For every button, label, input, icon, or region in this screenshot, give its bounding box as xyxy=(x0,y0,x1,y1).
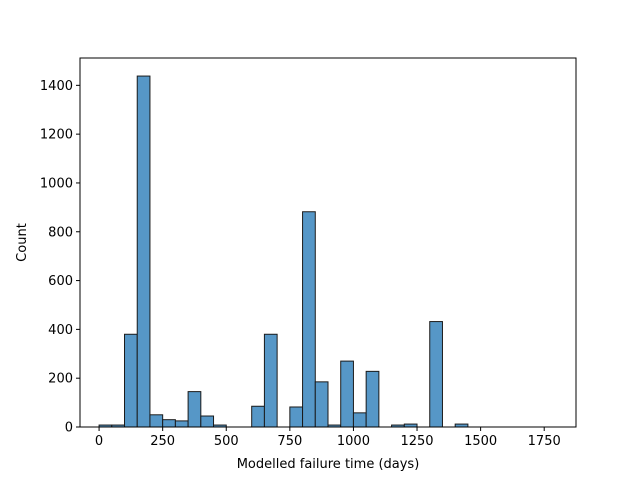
y-tick-label: 200 xyxy=(48,372,73,387)
bars-group xyxy=(98,75,469,428)
y-tick-label: 0 xyxy=(65,421,73,436)
y-tick-label: 1000 xyxy=(40,176,73,191)
y-axis-label: Count xyxy=(15,223,30,262)
histogram-bar xyxy=(302,211,316,428)
x-tick-label: 1750 xyxy=(528,434,561,449)
x-tick-label: 1250 xyxy=(400,434,433,449)
histogram-bar xyxy=(263,333,278,428)
histogram-bar xyxy=(340,360,354,428)
histogram-bar xyxy=(136,75,151,428)
histogram-bar xyxy=(352,412,367,428)
histogram-bar xyxy=(200,415,215,428)
y-tick-label: 400 xyxy=(48,323,73,338)
y-tick-label: 1200 xyxy=(40,128,73,143)
y-tick-label: 1400 xyxy=(40,79,73,94)
x-axis-label: Modelled failure time (days) xyxy=(237,457,420,472)
x-tick-label: 750 xyxy=(277,434,302,449)
histogram-bar xyxy=(149,414,164,428)
y-tick-label: 800 xyxy=(48,225,73,240)
x-tick-label: 0 xyxy=(95,434,103,449)
histogram-bar xyxy=(365,370,380,428)
y-axis-ticks: 0 200 400 600 800 1000 1200 1400 xyxy=(40,79,80,436)
histogram-bar xyxy=(124,333,138,428)
x-axis-ticks: 0 250 500 750 1000 1250 1500 1750 xyxy=(95,427,561,449)
x-tick-label: 1500 xyxy=(464,434,497,449)
histogram-bar xyxy=(314,381,329,428)
histogram-bar xyxy=(429,321,443,428)
histogram-bar xyxy=(162,419,176,428)
histogram-bar xyxy=(187,391,202,428)
histogram-bar xyxy=(174,420,189,428)
histogram-bar xyxy=(289,406,304,428)
x-tick-label: 250 xyxy=(150,434,175,449)
x-tick-label: 500 xyxy=(214,434,239,449)
y-tick-label: 600 xyxy=(48,274,73,289)
histogram-bar xyxy=(251,405,265,428)
x-tick-label: 1000 xyxy=(337,434,370,449)
plot-area-frame xyxy=(79,57,577,428)
